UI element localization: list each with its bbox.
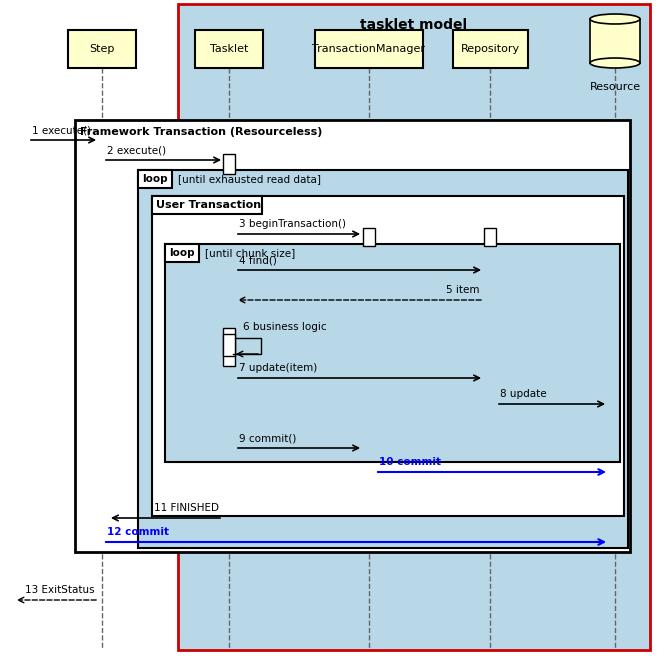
Bar	[75, 120, 630, 552]
Text: Framework Transaction (Resourceless): Framework Transaction (Resourceless)	[80, 127, 323, 137]
Text: 6 business logic: 6 business logic	[243, 322, 327, 332]
Text: 11 FINISHED: 11 FINISHED	[154, 503, 219, 513]
Bar	[223, 334, 235, 356]
Ellipse shape	[590, 58, 640, 68]
Bar	[223, 328, 235, 366]
Text: Resource: Resource	[589, 82, 640, 92]
Bar	[223, 154, 235, 174]
Bar	[315, 30, 423, 68]
Text: 7 update(item): 7 update(item)	[239, 363, 317, 373]
Ellipse shape	[590, 14, 640, 24]
Bar	[363, 228, 375, 246]
Text: Tasklet: Tasklet	[210, 44, 248, 54]
Bar	[195, 30, 263, 68]
Text: 3 beginTransaction(): 3 beginTransaction()	[239, 219, 346, 229]
Bar	[138, 170, 172, 188]
Text: [until exhausted read data]: [until exhausted read data]	[178, 174, 321, 184]
Text: 8 update: 8 update	[500, 389, 547, 399]
Bar	[165, 244, 620, 462]
Bar	[152, 196, 624, 516]
Bar	[165, 244, 199, 262]
Text: 2 execute(): 2 execute()	[107, 145, 166, 155]
Text: 9 commit(): 9 commit()	[239, 433, 297, 443]
Text: Step: Step	[89, 44, 114, 54]
Text: 4 find(): 4 find()	[239, 255, 277, 265]
Bar	[453, 30, 528, 68]
Bar	[152, 196, 262, 214]
Text: TransactionManager: TransactionManager	[313, 44, 426, 54]
Bar	[484, 228, 496, 246]
Text: loop: loop	[142, 174, 168, 184]
Bar	[590, 19, 640, 63]
Text: Repository: Repository	[461, 44, 520, 54]
Bar	[68, 30, 136, 68]
Text: 13 ExitStatus: 13 ExitStatus	[25, 585, 95, 595]
Text: tasklet model: tasklet model	[360, 18, 467, 32]
Text: User Transaction: User Transaction	[156, 200, 261, 210]
Text: loop: loop	[169, 248, 195, 258]
Bar	[138, 170, 628, 548]
Text: 5 item: 5 item	[446, 285, 480, 295]
Text: 12 commit: 12 commit	[107, 527, 169, 537]
Bar	[178, 4, 650, 650]
Text: 10 commit: 10 commit	[379, 457, 441, 467]
Text: 1 execute(): 1 execute()	[32, 125, 91, 135]
Text: [until chunk size]: [until chunk size]	[205, 248, 295, 258]
